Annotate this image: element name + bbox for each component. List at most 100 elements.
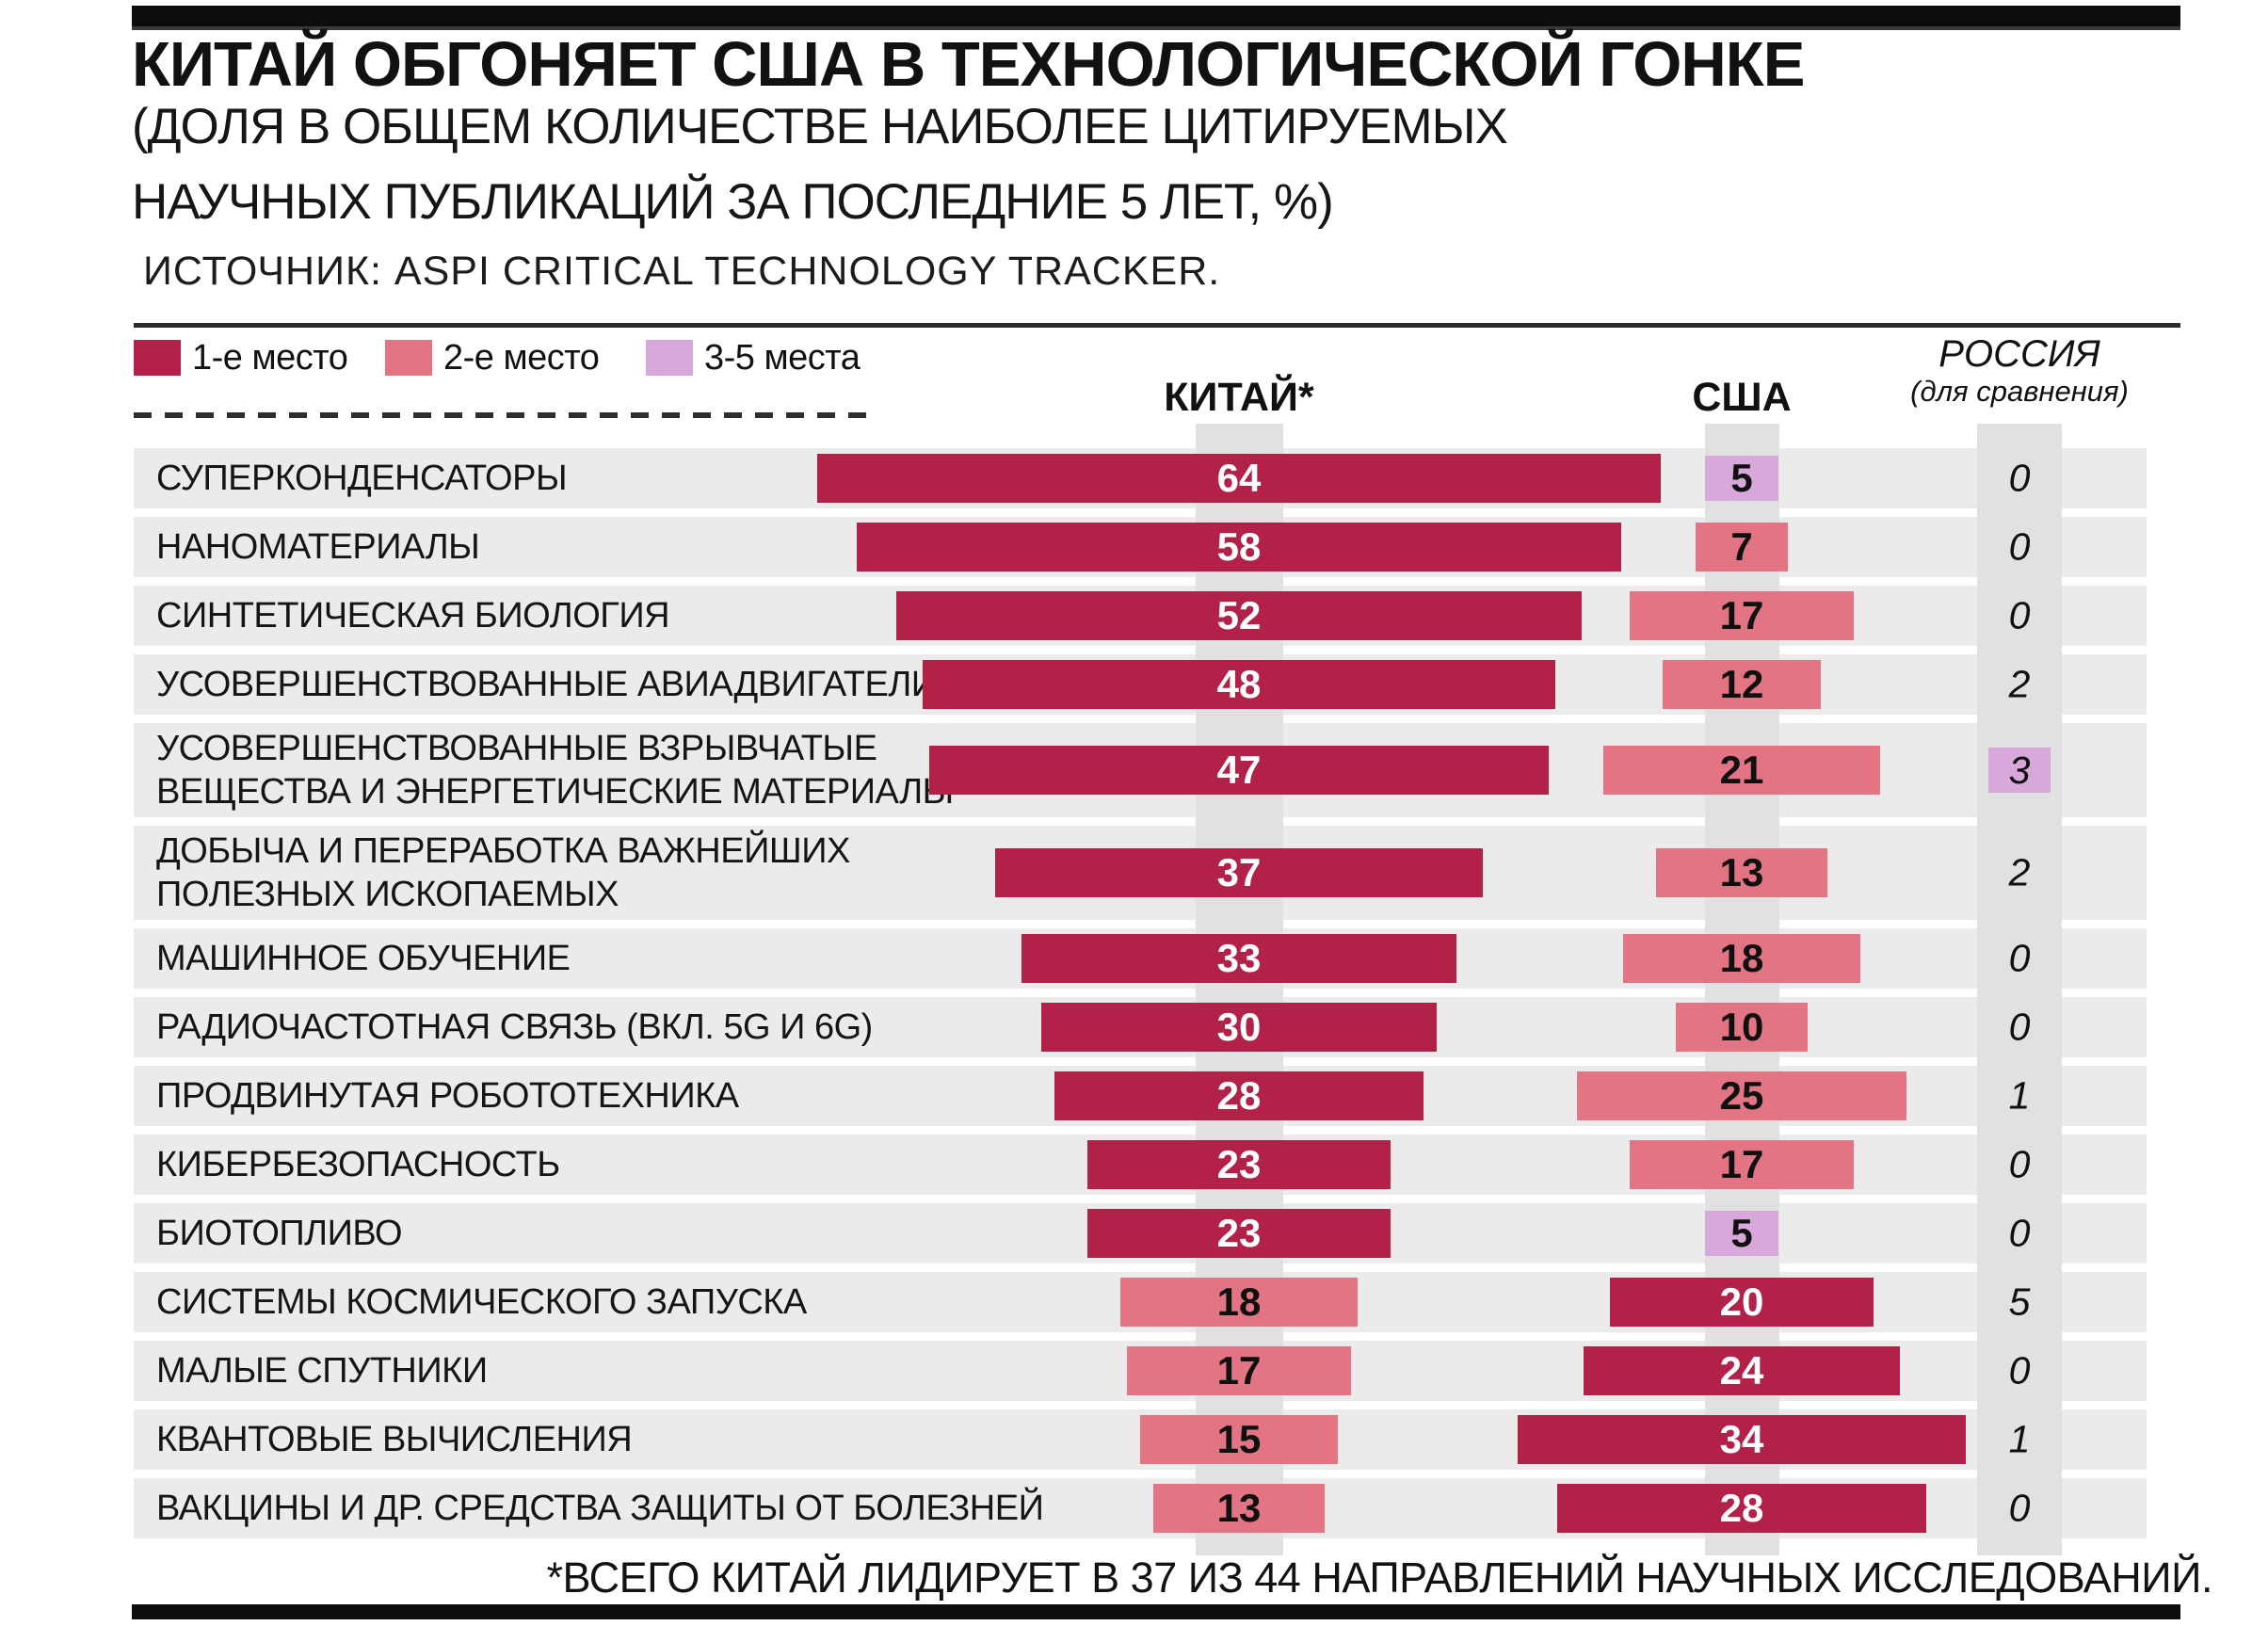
chart-rows: СУПЕРКОНДЕНСАТОРЫ 64 5 0 НАНОМАТЕРИАЛЫ 58 7 0 СИ…	[134, 448, 2147, 1547]
china-value: 13	[1216, 1486, 1262, 1530]
china-value: 64	[1216, 456, 1262, 500]
russia-value: 0	[2008, 1486, 2031, 1530]
row-label: МАШИННОЕ ОБУЧЕНИЕ	[156, 937, 571, 980]
china-value: 37	[1216, 850, 1262, 894]
row-label: ДОБЫЧА И ПЕРЕРАБОТКА ВАЖНЕЙШИХ ПОЛЕЗНЫХ И…	[156, 829, 850, 916]
china-bar: 30	[1041, 1003, 1437, 1052]
row-label-line: РАДИОЧАСТОТНАЯ СВЯЗЬ (ВКЛ. 5G И 6G)	[156, 1007, 873, 1047]
table-row: МАЛЫЕ СПУТНИКИ 17 24 0	[134, 1341, 2147, 1401]
table-row: ДОБЫЧА И ПЕРЕРАБОТКА ВАЖНЕЙШИХ ПОЛЕЗНЫХ И…	[134, 826, 2147, 920]
row-label: НАНОМАТЕРИАЛЫ	[156, 525, 480, 569]
china-bar: 13	[1153, 1484, 1325, 1533]
row-label: ВАКЦИНЫ И ДР. СРЕДСТВА ЗАЩИТЫ ОТ БОЛЕЗНЕ…	[156, 1487, 1044, 1530]
table-row: СИСТЕМЫ КОСМИЧЕСКОГО ЗАПУСКА 18 20 5	[134, 1272, 2147, 1332]
table-row: КИБЕРБЕЗОПАСНОСТЬ 23 17 0	[134, 1135, 2147, 1195]
usa-bar: 18	[1623, 934, 1860, 983]
row-label-line: СИСТЕМЫ КОСМИЧЕСКОГО ЗАПУСКА	[156, 1282, 807, 1322]
china-value: 58	[1216, 524, 1262, 569]
china-value: 52	[1216, 593, 1262, 637]
china-bar: 17	[1127, 1346, 1351, 1395]
row-label-line: УСОВЕРШЕНСТВОВАННЫЕ АВИАДВИГАТЕЛИ	[156, 665, 937, 704]
china-value: 47	[1216, 748, 1262, 792]
russia-value: 0	[2008, 936, 2031, 980]
column-header-china: КИТАЙ*	[1164, 375, 1314, 420]
row-label: СИНТЕТИЧЕСКАЯ БИОЛОГИЯ	[156, 594, 670, 637]
table-row: ВАКЦИНЫ И ДР. СРЕДСТВА ЗАЩИТЫ ОТ БОЛЕЗНЕ…	[134, 1478, 2147, 1538]
legend-item-third-place: 3-5 места	[646, 337, 861, 378]
usa-bar: 20	[1610, 1278, 1874, 1327]
russia-value: 0	[2008, 524, 2031, 569]
russia-value: 5	[2008, 1280, 2031, 1324]
usa-value: 5	[1730, 1211, 1753, 1255]
top-frame-bar	[132, 6, 2180, 30]
column-header-russia: РОССИЯ	[1938, 333, 2100, 375]
usa-bar: 21	[1603, 746, 1880, 795]
china-value: 30	[1216, 1005, 1262, 1049]
china-bar: 15	[1140, 1415, 1338, 1464]
row-label-line: КВАНТОВЫЕ ВЫЧИСЛЕНИЯ	[156, 1420, 633, 1459]
chart-area: СУПЕРКОНДЕНСАТОРЫ 64 5 0 НАНОМАТЕРИАЛЫ 58 7 0 СИ…	[134, 424, 2147, 1555]
usa-bar: 12	[1663, 660, 1821, 709]
row-label-line: МАЛЫЕ СПУТНИКИ	[156, 1351, 488, 1391]
china-bar: 18	[1120, 1278, 1358, 1327]
row-label-line: НАНОМАТЕРИАЛЫ	[156, 527, 480, 567]
usa-bar: 34	[1518, 1415, 1966, 1464]
usa-value: 20	[1719, 1280, 1764, 1324]
china-value: 33	[1216, 936, 1262, 980]
subtitle-line-1: (ДОЛЯ В ОБЩЕМ КОЛИЧЕСТВЕ НАИБОЛЕЕ ЦИТИРУ…	[132, 99, 1508, 154]
usa-bar: 17	[1630, 591, 1854, 640]
usa-value: 34	[1719, 1417, 1764, 1461]
row-label-line: ПОЛЕЗНЫХ ИСКОПАЕМЫХ	[156, 875, 619, 914]
table-row: МАШИННОЕ ОБУЧЕНИЕ 33 18 0	[134, 928, 2147, 989]
table-row: РАДИОЧАСТОТНАЯ СВЯЗЬ (ВКЛ. 5G И 6G) 30 10 0	[134, 997, 2147, 1057]
china-value: 28	[1216, 1073, 1262, 1118]
column-header-russia-note: (для сравнения)	[1910, 375, 2129, 408]
china-bar: 64	[817, 454, 1661, 503]
china-bar: 52	[896, 591, 1582, 640]
row-label-line: УСОВЕРШЕНСТВОВАННЫЕ ВЗРЫВЧАТЫЕ	[156, 729, 877, 768]
footnote: *ВСЕГО КИТАЙ ЛИДИРУЕТ В 37 ИЗ 44 НАПРАВЛ…	[546, 1554, 2213, 1602]
usa-value: 25	[1719, 1073, 1764, 1118]
legend-swatch-second-place	[385, 340, 432, 376]
row-label: УСОВЕРШЕНСТВОВАННЫЕ ВЗРЫВЧАТЫЕ ВЕЩЕСТВА И…	[156, 727, 954, 813]
russia-value: 0	[2008, 1005, 2031, 1049]
legend-swatch-third-place	[646, 340, 693, 376]
legend-item-first-place: 1-е место	[134, 338, 348, 378]
row-label-line: ВАКЦИНЫ И ДР. СРЕДСТВА ЗАЩИТЫ ОТ БОЛЕЗНЕ…	[156, 1489, 1044, 1528]
china-bar: 23	[1087, 1209, 1391, 1258]
row-label-line: ВЕЩЕСТВА И ЭНЕРГЕТИЧЕСКИЕ МАТЕРИАЛЫ	[156, 772, 954, 812]
china-bar: 47	[929, 746, 1549, 795]
usa-value: 17	[1719, 1142, 1764, 1186]
russia-value: 1	[2008, 1417, 2031, 1461]
dashed-rule	[134, 412, 866, 418]
russia-value: 0	[2008, 1348, 2031, 1393]
usa-value: 12	[1719, 662, 1764, 706]
usa-value: 17	[1719, 593, 1764, 637]
row-label: УСОВЕРШЕНСТВОВАННЫЕ АВИАДВИГАТЕЛИ	[156, 663, 937, 706]
table-row: КВАНТОВЫЕ ВЫЧИСЛЕНИЯ 15 34 1	[134, 1409, 2147, 1470]
row-label-line: БИОТОПЛИВО	[156, 1214, 403, 1253]
usa-value: 18	[1719, 936, 1764, 980]
row-label: СУПЕРКОНДЕНСАТОРЫ	[156, 457, 568, 500]
usa-bar: 25	[1577, 1071, 1906, 1120]
usa-value: 5	[1730, 456, 1753, 500]
usa-bar: 7	[1696, 523, 1788, 572]
usa-value: 13	[1719, 850, 1764, 894]
table-row: ПРОДВИНУТАЯ РОБОТОТЕХНИКА 28 25 1	[134, 1066, 2147, 1126]
china-bar: 33	[1021, 934, 1456, 983]
horizontal-rule	[134, 323, 2180, 328]
usa-bar: 28	[1557, 1484, 1926, 1533]
row-label: СИСТЕМЫ КОСМИЧЕСКОГО ЗАПУСКА	[156, 1280, 807, 1324]
russia-column-band	[1977, 424, 2062, 1555]
row-label-line: ДОБЫЧА И ПЕРЕРАБОТКА ВАЖНЕЙШИХ	[156, 831, 850, 871]
row-label-line: СИНТЕТИЧЕСКАЯ БИОЛОГИЯ	[156, 596, 670, 636]
usa-value: 21	[1719, 748, 1764, 792]
table-row: СИНТЕТИЧЕСКАЯ БИОЛОГИЯ 52 17 0	[134, 586, 2147, 646]
usa-bar: 17	[1630, 1140, 1854, 1189]
source-line: ИСТОЧНИК: ASPI CRITICAL TECHNOLOGY TRACK…	[143, 249, 1221, 294]
china-value: 15	[1216, 1417, 1262, 1461]
china-bar: 23	[1087, 1140, 1391, 1189]
usa-value: 7	[1730, 524, 1753, 569]
legend-label: 3-5 места	[704, 337, 861, 378]
table-row: УСОВЕРШЕНСТВОВАННЫЕ АВИАДВИГАТЕЛИ 48 12 2	[134, 654, 2147, 715]
